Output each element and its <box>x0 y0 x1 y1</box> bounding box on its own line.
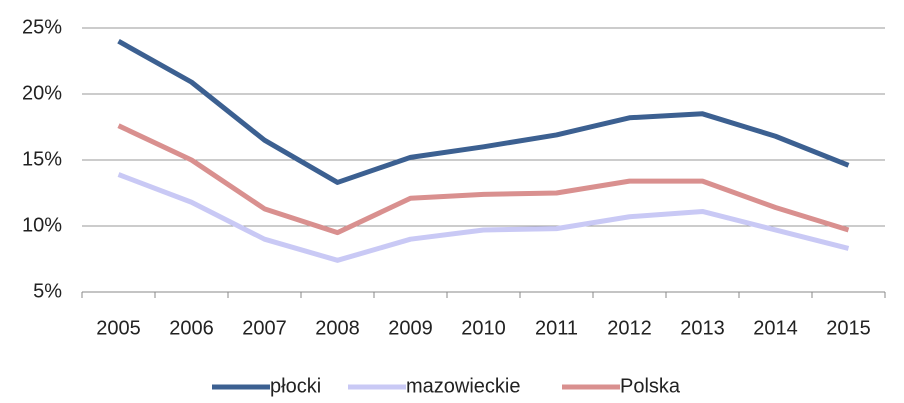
series-line <box>117 39 850 185</box>
x-tick-label: 2008 <box>315 317 360 339</box>
x-tick-label: 2007 <box>242 317 287 339</box>
x-tick-label: 2011 <box>535 317 578 339</box>
y-tick-label: 15% <box>22 148 62 170</box>
x-tick-label: 2013 <box>680 317 725 339</box>
series-line <box>117 172 850 263</box>
x-tick-label: 2009 <box>388 317 433 339</box>
x-tick-label: 2014 <box>753 317 798 339</box>
x-tick-label: 2012 <box>607 317 652 339</box>
x-tick-label: 2010 <box>461 317 506 339</box>
x-tick-label: 2006 <box>169 317 214 339</box>
legend-label: Polska <box>620 375 681 397</box>
y-tick-label: 25% <box>22 16 62 38</box>
y-tick-label: 20% <box>22 82 62 104</box>
legend-label: mazowieckie <box>406 375 520 397</box>
series-line <box>117 123 850 236</box>
y-tick-label: 10% <box>22 214 62 236</box>
x-tick-label: 2015 <box>826 317 871 339</box>
x-tick-label: 2005 <box>96 317 141 339</box>
y-tick-label: 5% <box>33 280 62 302</box>
legend-label: płocki <box>270 375 321 397</box>
